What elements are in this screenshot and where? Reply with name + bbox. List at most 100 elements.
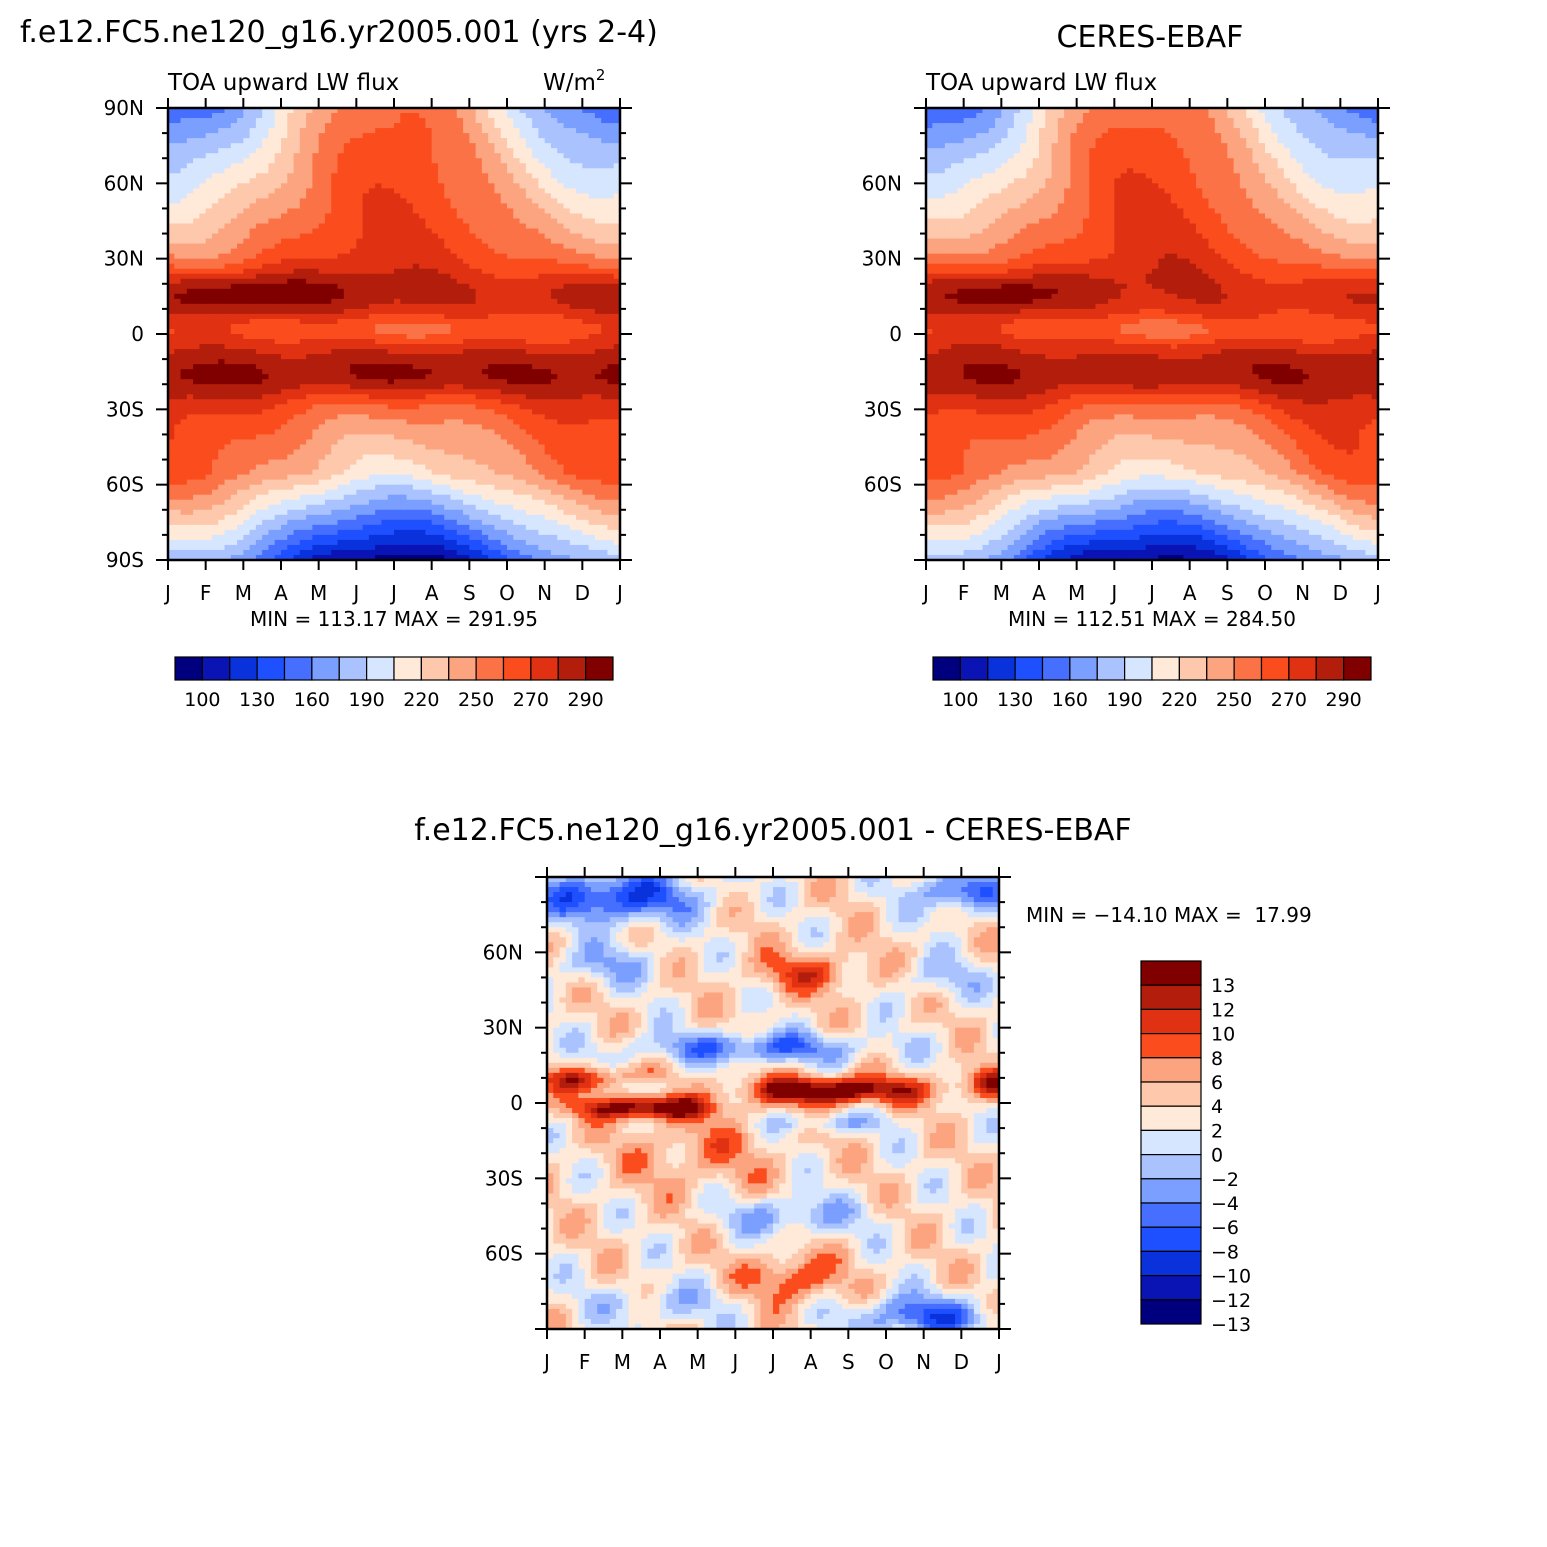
field-cell [343, 313, 351, 320]
field-cell [343, 303, 351, 310]
field-cell [394, 369, 401, 375]
field-cell [513, 278, 521, 285]
field-cell [456, 263, 464, 270]
field-cell [450, 374, 458, 380]
field-cell [412, 384, 420, 390]
field-cell [444, 243, 452, 250]
field-cell [343, 449, 351, 456]
field-cell [613, 128, 620, 134]
field-cell [211, 449, 219, 456]
field-cell [318, 288, 326, 295]
field-cell [582, 203, 590, 210]
field-cell [444, 233, 452, 240]
field-cell [193, 138, 200, 144]
field-cell [538, 233, 546, 240]
field-cell [193, 389, 200, 395]
field-cell [494, 349, 502, 355]
field-cell [387, 364, 395, 370]
field-cell [168, 298, 175, 305]
field-cell [356, 178, 364, 184]
field-cell [306, 303, 313, 310]
field-cell [281, 298, 288, 305]
field-cell [594, 223, 602, 230]
field-cell [375, 223, 383, 230]
field-cell [513, 168, 521, 174]
field-cell [412, 138, 420, 144]
field-cell [268, 293, 276, 300]
field-cell [243, 364, 251, 370]
field-cell [406, 389, 414, 395]
field-cell [532, 118, 539, 124]
field-cell [463, 404, 470, 410]
field-cell [519, 328, 527, 335]
field-cell [550, 434, 558, 441]
field-cell [607, 344, 615, 350]
field-cell [481, 168, 489, 174]
field-cell [400, 158, 408, 164]
field-cell [180, 263, 188, 270]
field-cell [450, 253, 458, 260]
field-cell [557, 108, 565, 114]
field-cell [211, 384, 219, 390]
field-cell [306, 394, 313, 400]
field-cell [613, 384, 620, 390]
field-cell [532, 344, 539, 350]
field-cell [507, 334, 514, 340]
field-cell [174, 113, 182, 119]
field-cell [368, 364, 376, 370]
field-cell [488, 318, 496, 325]
field-cell [513, 183, 521, 189]
field-cell [463, 263, 470, 270]
field-cell [450, 208, 458, 215]
field-cell [588, 123, 596, 129]
field-cell [475, 218, 483, 225]
field-cell [431, 359, 439, 365]
field-cell [180, 278, 188, 285]
field-cell [444, 183, 452, 189]
field-cell [576, 203, 583, 210]
field-cell [343, 173, 351, 179]
field-cell [550, 143, 558, 149]
field-cell [463, 203, 470, 210]
field-cell [469, 344, 477, 350]
field-cell [513, 399, 521, 405]
field-cell [425, 434, 433, 441]
field-cell [563, 384, 571, 390]
field-cell [343, 409, 351, 415]
field-cell [563, 138, 571, 144]
field-cell [450, 288, 458, 295]
field-cell [230, 153, 238, 159]
field-cell [437, 248, 445, 255]
field-cell [544, 439, 552, 446]
field-cell [412, 123, 420, 129]
field-cell [444, 148, 452, 154]
field-cell [356, 419, 364, 425]
field-cell [538, 384, 546, 390]
field-cell [437, 213, 445, 220]
field-cell [394, 404, 401, 410]
field-cell [594, 213, 602, 220]
field-cell [463, 243, 470, 250]
field-cell [237, 344, 244, 350]
field-cell [237, 308, 244, 315]
field-cell [350, 444, 357, 451]
field-cell [469, 238, 477, 245]
field-cell [481, 268, 489, 275]
field-cell [186, 449, 194, 456]
field-cell [186, 298, 194, 305]
field-cell [419, 429, 426, 436]
field-cell [431, 128, 439, 134]
field-cell [550, 399, 558, 405]
field-cell [362, 243, 370, 250]
field-cell [180, 414, 188, 420]
field-cell [168, 419, 175, 425]
field-cell [249, 354, 257, 360]
field-cell [362, 298, 370, 305]
field-cell [230, 288, 238, 295]
field-cell [557, 419, 565, 425]
field-cell [594, 123, 602, 129]
field-cell [419, 188, 426, 194]
field-cell [287, 328, 295, 335]
field-cell [262, 354, 270, 360]
field-cell [450, 404, 458, 410]
